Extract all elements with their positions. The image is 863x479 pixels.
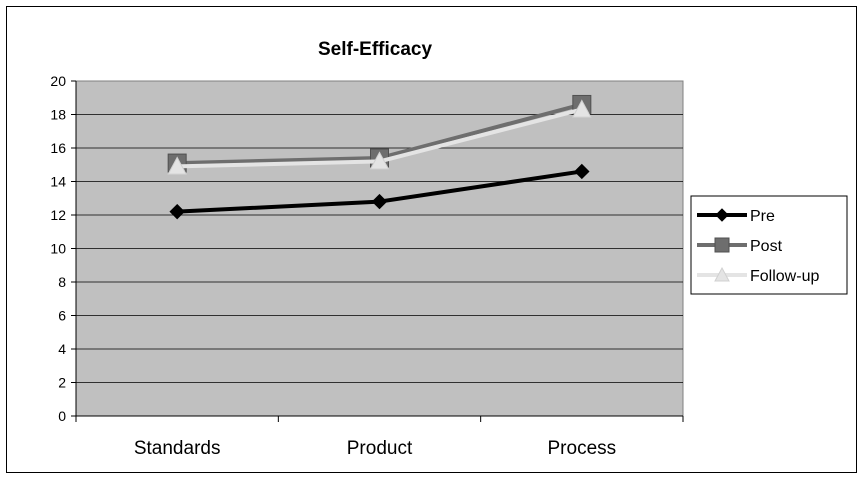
y-tick-label: 0 — [58, 408, 66, 424]
y-tick-label: 6 — [58, 308, 66, 324]
y-tick-label: 16 — [50, 140, 66, 156]
data-point-pre — [169, 203, 185, 220]
plot-area: 0 2 4 6 8 10 12 14 16 18 20 Standards Product Process — [50, 73, 684, 459]
legend: Pre Post Follow-up — [690, 195, 848, 295]
x-tick-label: Standards — [134, 438, 221, 459]
y-tick-label: 2 — [58, 375, 66, 391]
x-tick-label: Process — [548, 438, 617, 459]
y-tick-label: 8 — [58, 274, 66, 290]
data-point-pre — [371, 193, 388, 210]
data-point-follow-up — [369, 151, 390, 170]
chart-svg: Self-Efficacy 0 2 4 6 8 10 12 14 16 18 20 Standards… — [50, 39, 848, 459]
y-tick-label: 10 — [50, 241, 66, 257]
legend-marker-follow-up — [714, 266, 730, 282]
chart-title: Self-Efficacy — [318, 39, 432, 60]
y-tick-label: 18 — [50, 107, 66, 123]
legend-label-follow-up: Follow-up — [750, 268, 819, 285]
y-tick-label: 20 — [50, 73, 66, 89]
x-tick-label: Product — [347, 438, 413, 459]
y-tick-label: 12 — [50, 207, 66, 223]
legend-label-post: Post — [750, 238, 783, 255]
data-point-follow-up — [167, 156, 188, 175]
y-tick-label: 4 — [58, 341, 66, 357]
y-tick-label: 14 — [50, 174, 66, 190]
chart-frame: Self-Efficacy 0 2 4 6 8 10 12 14 16 18 20 Standards… — [6, 6, 857, 473]
legend-label-pre: Pre — [750, 208, 775, 225]
data-point-pre — [574, 163, 590, 180]
legend-marker-pre — [715, 208, 729, 222]
legend-marker-post — [714, 237, 730, 253]
data-point-follow-up — [571, 99, 592, 118]
